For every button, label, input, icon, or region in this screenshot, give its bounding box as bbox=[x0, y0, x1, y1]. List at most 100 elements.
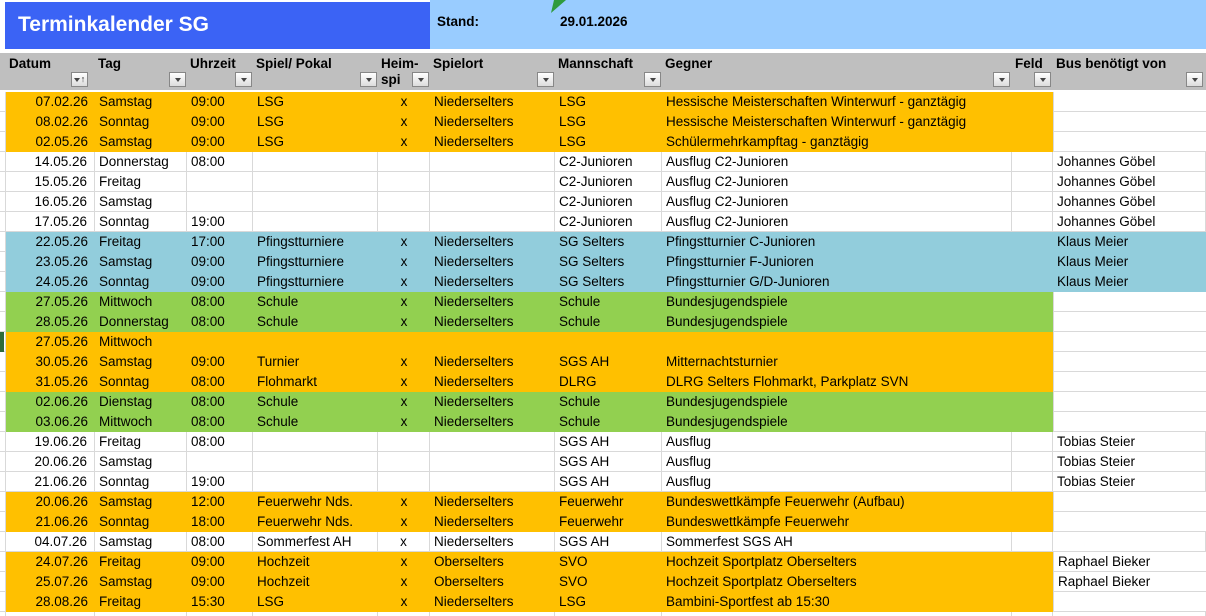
cell-mannschaft[interactable]: DLRG bbox=[559, 374, 597, 389]
cell-datum[interactable]: 16.05.26 bbox=[6, 192, 95, 212]
cell-tag[interactable]: Freitag bbox=[95, 172, 187, 192]
cell-spiel[interactable]: Schule bbox=[257, 294, 299, 309]
cell-spiel[interactable]: Schule bbox=[257, 414, 299, 429]
cell-heim[interactable]: x bbox=[400, 354, 408, 369]
cell-datum[interactable]: 07.02.26 bbox=[35, 94, 88, 109]
cell-heim[interactable]: x bbox=[400, 254, 408, 269]
cell-heim[interactable]: x bbox=[400, 114, 408, 129]
cell-mannschaft[interactable] bbox=[555, 332, 662, 352]
cell-tag[interactable]: Samstag bbox=[99, 134, 153, 149]
cell-feld[interactable] bbox=[1012, 172, 1053, 192]
cell-heim[interactable]: x bbox=[400, 414, 408, 429]
cell-uhrzeit[interactable]: 19:00 bbox=[187, 472, 253, 492]
cell-feld[interactable] bbox=[1012, 452, 1053, 472]
cell-gegner[interactable]: Pfingstturnier C-Junioren bbox=[666, 234, 816, 249]
cell-bus[interactable]: Raphael Bieker bbox=[1053, 572, 1206, 592]
cell-datum[interactable]: 24.05.26 bbox=[35, 274, 88, 289]
cell-datum[interactable]: 20.06.26 bbox=[6, 452, 95, 472]
cell-datum[interactable]: 30.05.26 bbox=[35, 354, 88, 369]
cell-heim[interactable] bbox=[378, 192, 430, 212]
cell-heim[interactable] bbox=[378, 152, 430, 172]
cell-mannschaft[interactable]: SG Selters bbox=[559, 254, 625, 269]
cell-mannschaft[interactable]: LSG bbox=[559, 134, 587, 149]
cell-datum[interactable]: 19.06.26 bbox=[6, 432, 95, 452]
cell-uhrzeit[interactable]: 09:00 bbox=[191, 554, 225, 569]
cell-spielort[interactable]: Oberselters bbox=[434, 574, 504, 589]
cell-mannschaft[interactable]: SGS AH bbox=[555, 532, 662, 552]
cell-spiel[interactable] bbox=[253, 172, 378, 192]
cell-gegner[interactable]: Bundeswettkämpfe Feuerwehr bbox=[666, 514, 850, 529]
cell-mannschaft[interactable]: SVO bbox=[559, 554, 588, 569]
cell-datum[interactable]: 17.05.26 bbox=[6, 212, 95, 232]
cell-gegner[interactable]: Bundeswettkämpfe Feuerwehr (Aufbau) bbox=[666, 494, 905, 509]
cell-gegner[interactable] bbox=[662, 332, 1012, 352]
cell-mannschaft[interactable]: SG Selters bbox=[559, 274, 625, 289]
cell-bus[interactable]: Klaus Meier bbox=[1057, 254, 1129, 269]
cell-uhrzeit[interactable]: 09:00 bbox=[191, 254, 225, 269]
cell-uhrzeit[interactable]: 08:00 bbox=[191, 394, 225, 409]
cell-spielort[interactable] bbox=[430, 452, 555, 472]
cell-spiel[interactable]: LSG bbox=[257, 94, 285, 109]
cell-spielort[interactable] bbox=[430, 172, 555, 192]
cell-gegner[interactable]: Mitternachtsturnier bbox=[666, 354, 778, 369]
cell-spiel[interactable]: Hochzeit bbox=[257, 574, 310, 589]
cell-tag[interactable]: Samstag bbox=[99, 254, 153, 269]
cell-datum[interactable]: 22.05.26 bbox=[35, 234, 88, 249]
cell-spiel[interactable]: LSG bbox=[257, 594, 285, 609]
cell-gegner[interactable]: Ausflug C2-Junioren bbox=[662, 172, 1012, 192]
cell-gegner[interactable]: Bambini-Sportfest ab 15:30 bbox=[666, 594, 830, 609]
cell-uhrzeit[interactable]: 15:30 bbox=[191, 594, 225, 609]
cell-feld[interactable] bbox=[1012, 332, 1053, 352]
cell-bus[interactable] bbox=[1053, 412, 1206, 432]
cell-datum[interactable]: 31.05.26 bbox=[35, 374, 88, 389]
cell-tag[interactable]: Mittwoch bbox=[99, 334, 153, 349]
cell-uhrzeit[interactable]: 09:00 bbox=[191, 274, 225, 289]
cell-heim[interactable] bbox=[378, 472, 430, 492]
cell-gegner[interactable]: Bundesjugendspiele bbox=[666, 294, 788, 309]
cell-spielort[interactable]: Niederselters bbox=[434, 234, 514, 249]
cell-feld[interactable] bbox=[1012, 252, 1053, 272]
cell-uhrzeit[interactable] bbox=[187, 172, 253, 192]
cell-spielort[interactable] bbox=[430, 472, 555, 492]
cell-heim[interactable] bbox=[378, 452, 430, 472]
cell-mannschaft[interactable]: C2-Junioren bbox=[555, 212, 662, 232]
cell-heim[interactable]: x bbox=[400, 514, 408, 529]
cell-mannschaft[interactable]: Schule bbox=[559, 314, 601, 329]
cell-uhrzeit[interactable] bbox=[187, 452, 253, 472]
cell-feld[interactable] bbox=[1012, 292, 1053, 312]
cell-uhrzeit[interactable]: 19:00 bbox=[187, 212, 253, 232]
cell-gegner[interactable]: Sommerfest SGS AH bbox=[662, 532, 1012, 552]
cell-uhrzeit[interactable]: 08:00 bbox=[187, 432, 253, 452]
cell-heim[interactable]: x bbox=[400, 554, 408, 569]
cell-mannschaft[interactable]: Schule bbox=[559, 394, 601, 409]
cell-feld[interactable] bbox=[1012, 312, 1053, 332]
cell-tag[interactable]: Sonntag bbox=[99, 514, 150, 529]
cell-mannschaft[interactable]: Feuerwehr bbox=[559, 494, 624, 509]
cell-tag[interactable]: Mittwoch bbox=[99, 294, 153, 309]
cell-tag[interactable]: Samstag bbox=[99, 94, 153, 109]
cell-heim[interactable]: x bbox=[400, 574, 408, 589]
cell-gegner[interactable]: Hochzeit Sportplatz Oberselters bbox=[666, 574, 857, 589]
cell-tag[interactable]: Samstag bbox=[99, 494, 153, 509]
cell-bus[interactable]: Tobias Steier bbox=[1053, 472, 1206, 492]
filter-button-tag[interactable] bbox=[169, 72, 186, 87]
cell-spielort[interactable] bbox=[430, 432, 555, 452]
cell-spielort[interactable]: Niederselters bbox=[434, 314, 514, 329]
filter-button-feld[interactable] bbox=[1034, 72, 1051, 87]
cell-uhrzeit[interactable]: 08:00 bbox=[191, 294, 225, 309]
cell-gegner[interactable]: Ausflug bbox=[662, 452, 1012, 472]
cell-bus[interactable]: Klaus Meier bbox=[1057, 234, 1129, 249]
cell-bus[interactable]: Johannes Göbel bbox=[1053, 172, 1206, 192]
cell-feld[interactable] bbox=[1012, 552, 1053, 572]
cell-datum[interactable]: 02.05.26 bbox=[35, 134, 88, 149]
cell-uhrzeit[interactable]: 08:00 bbox=[191, 374, 225, 389]
cell-spiel[interactable]: Pfingstturniere bbox=[257, 274, 345, 289]
cell-mannschaft[interactable]: Schule bbox=[559, 414, 601, 429]
cell-bus[interactable]: Tobias Steier bbox=[1053, 452, 1206, 472]
cell-tag[interactable]: Sonntag bbox=[99, 274, 150, 289]
cell-feld[interactable] bbox=[1012, 112, 1053, 132]
cell-datum[interactable]: 15.05.26 bbox=[6, 172, 95, 192]
filter-button-bus[interactable] bbox=[1186, 72, 1203, 87]
cell-spiel[interactable]: LSG bbox=[257, 134, 285, 149]
cell-bus[interactable] bbox=[1053, 592, 1206, 612]
